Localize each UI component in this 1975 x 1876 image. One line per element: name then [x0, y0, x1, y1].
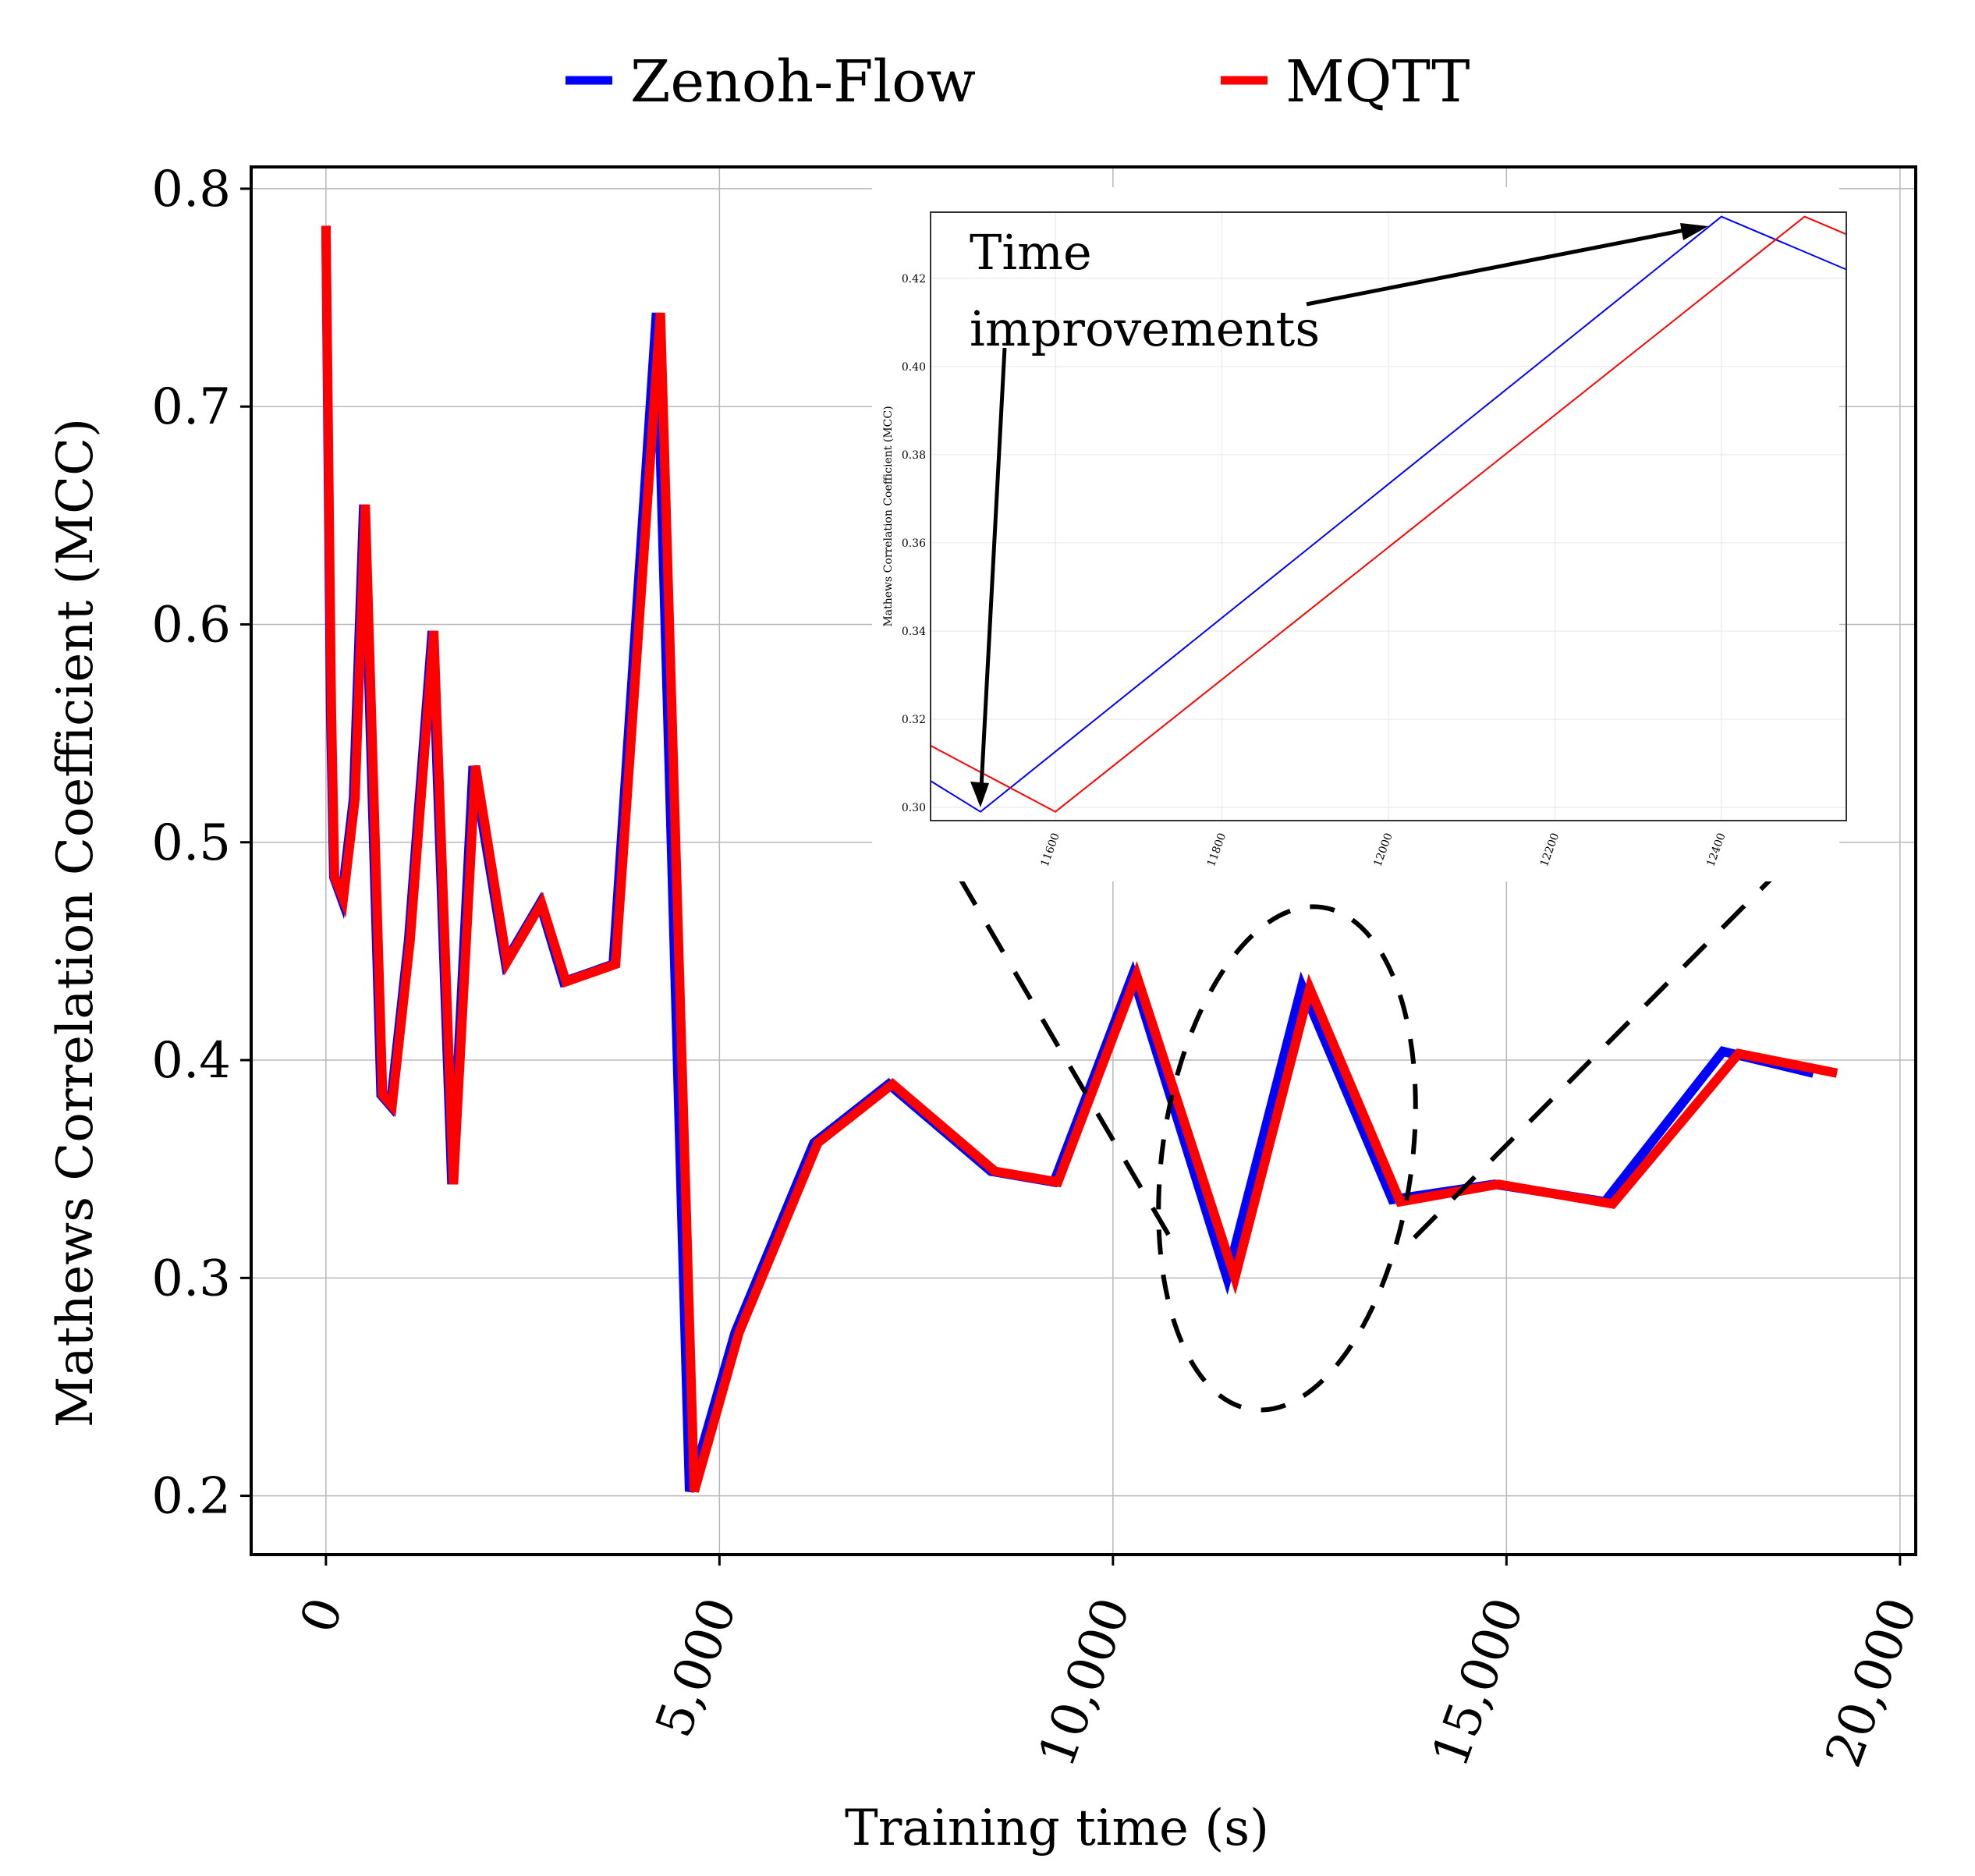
y-tick-label-0-3: 0.3: [151, 1250, 231, 1307]
x-tick-label-20-000: 20,000: [1815, 1591, 1929, 1775]
y-axis-title: Mathews Correlation Coefficient (MCC): [47, 418, 105, 1427]
inset-plot: 11600 11800 12000 12200 124000.300.320.340.3…: [872, 187, 1847, 881]
inset-y-tick-label-0-32: 0.32: [902, 714, 926, 726]
zoom-ellipse: [1156, 904, 1418, 1413]
inset-gridlines: [931, 212, 1846, 821]
x-tick-label-15-000: 15,000: [1421, 1591, 1535, 1775]
annotation-line-1: Time: [970, 224, 1092, 281]
x-tick-label-10-000: 10,000: [1028, 1591, 1142, 1775]
inset-y-tick-label-0-40: 0.40: [902, 361, 926, 374]
annotation-arrow-down-head: [970, 782, 989, 807]
inset-y-tick-label-0-30: 0.30: [902, 802, 926, 814]
y-tick-label-0-2: 0.2: [151, 1468, 231, 1526]
annotation: Time improvements: [970, 223, 1708, 807]
y-tick-label-0-4: 0.4: [151, 1032, 231, 1090]
annotation-arrow-right-shaft: [1306, 225, 1697, 307]
inset-y-axis-title: Mathews Correlation Coefficient (MCC): [882, 406, 895, 626]
inset-series-line-zenoh-flow: [930, 215, 1847, 813]
annotation-arrow-down-shaft: [979, 347, 1007, 789]
y-tick-label-0-7: 0.7: [151, 378, 231, 436]
y-tick-label-0-5: 0.5: [151, 814, 231, 872]
series-line-mqtt: [321, 225, 1838, 1493]
annotation-arrow-right-head: [1680, 223, 1708, 240]
inset-y-tick-label-0-34: 0.34: [902, 626, 926, 638]
inset-y-tick-label-0-36: 0.36: [902, 537, 926, 550]
annotation-line-2: improvements: [970, 300, 1320, 357]
inset-background: [872, 187, 1839, 881]
inset-frame: [930, 211, 1847, 821]
inset-y-tick-label-0-42: 0.42: [902, 273, 926, 285]
inset-y-tick-label-0-38: 0.38: [902, 449, 926, 462]
x-tick-label-0: 0: [289, 1591, 354, 1640]
y-tick-label-0-8: 0.8: [151, 161, 231, 218]
legend-label-zenoh-flow: Zenoh-Flow: [630, 48, 976, 115]
inset-series: [930, 215, 1847, 813]
x-tick-label-5-000: 5,000: [645, 1591, 748, 1744]
legend: Zenoh-Flow MQTT: [566, 48, 1470, 115]
legend-label-mqtt: MQTT: [1285, 48, 1470, 115]
main-plot-frame: [250, 165, 1917, 1556]
inset-series-line-mqtt: [930, 215, 1847, 813]
x-axis-title: Training time (s): [845, 1800, 1269, 1857]
y-tick-label-0-6: 0.6: [151, 596, 231, 654]
main-series: [321, 225, 1838, 1493]
zoom-connector-right: [1395, 826, 1824, 1257]
zoom-connector-left: [930, 829, 1179, 1250]
